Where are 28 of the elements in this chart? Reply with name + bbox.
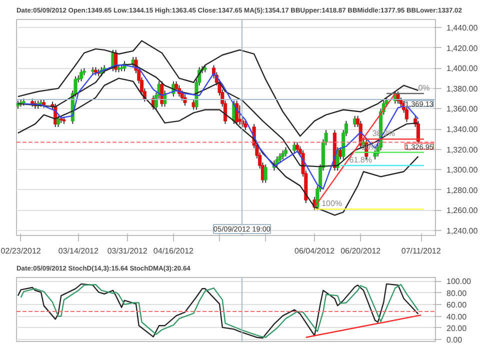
y-tick-label: 0.00 (446, 336, 463, 345)
x-tick-label: 06/04/2012 (294, 246, 336, 256)
y-tick-label: 1,340.00 (446, 125, 478, 134)
annotation: 61.8% (349, 156, 372, 165)
y-tick-label: 60.00 (446, 300, 468, 310)
y-tick-label: 1,260.00 (446, 206, 478, 216)
y-tick-label: 100.00 (446, 277, 472, 286)
y-tick-label: 80.00 (446, 288, 468, 298)
y-tick-label: 1,240.00 (446, 226, 478, 236)
x-tick-label: 07/11/2012 (401, 246, 442, 256)
y-tick-label: 1,440.00 (446, 24, 478, 33)
x-tick-label: 02/23/2012 (0, 246, 42, 256)
y-tick-label: 1,280.00 (446, 186, 478, 195)
y-tick-label: 1,300.00 (446, 166, 478, 175)
x-tick-label: 03/14/2012 (58, 246, 99, 256)
x-tick-label: 04/16/2012 (153, 246, 194, 256)
y-tick-label: 1,380.00 (446, 84, 478, 94)
annotation: 50% (361, 142, 378, 152)
annotation: 100% (322, 199, 342, 208)
y-tick-label: 1,320.00 (446, 145, 478, 154)
y-tick-label: 40.00 (446, 312, 468, 322)
y-tick-label: 1,400.00 (446, 64, 478, 74)
x-tick-label: 03/31/2012 (107, 246, 148, 256)
y-tick-label: 20.00 (446, 324, 468, 333)
annotation: 0% (418, 84, 430, 93)
y-tick-label: 1,420.00 (446, 44, 478, 53)
y-tick-label: 1,360.00 (446, 104, 478, 114)
x-tick-label: 06/20/2012 (340, 246, 382, 256)
